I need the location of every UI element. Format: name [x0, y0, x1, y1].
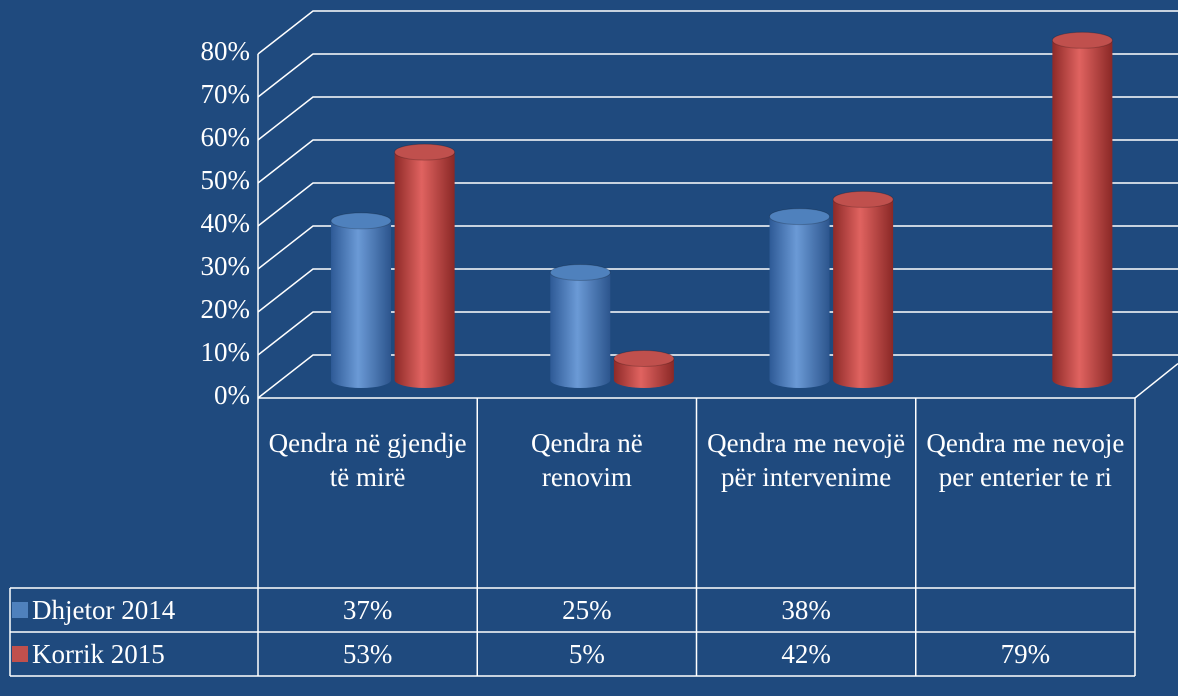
- cylinder-body: [1052, 40, 1113, 389]
- cylinder: [769, 208, 831, 388]
- cylinder: [613, 350, 675, 388]
- legend-item: Korrik 2015: [10, 632, 258, 676]
- cylinder-top: [549, 264, 611, 281]
- y-tick-label: 70%: [201, 79, 251, 109]
- legend-item: Dhjetor 2014: [10, 588, 258, 632]
- grid-line: [257, 10, 1178, 55]
- legend-swatch: [12, 602, 28, 618]
- cylinder-body: [331, 220, 392, 388]
- cylinder-top: [769, 208, 831, 226]
- data-label: 79%: [1000, 639, 1051, 669]
- grid-line: [257, 53, 1178, 98]
- y-tick-label: 20%: [201, 294, 251, 324]
- legend-label: Dhjetor 2014: [32, 595, 176, 625]
- cylinder-top: [330, 212, 392, 230]
- category-label: Qendra në gjendje të mirë: [268, 428, 467, 492]
- y-tick-label: 80%: [201, 36, 251, 66]
- data-label: 5%: [568, 639, 605, 669]
- y-tick-label: 60%: [201, 122, 251, 152]
- cylinder-body: [833, 199, 894, 388]
- y-tick-label: 50%: [201, 165, 251, 195]
- cylinder: [330, 212, 392, 388]
- grid-line: [257, 182, 1178, 227]
- floor-edge: [1134, 363, 1178, 399]
- cylinder: [1051, 31, 1113, 389]
- legend-swatch: [12, 646, 28, 662]
- cylinder-top: [613, 350, 675, 367]
- cylinder: [394, 143, 456, 388]
- legend-label: Korrik 2015: [32, 639, 165, 669]
- data-label: 25%: [562, 595, 612, 625]
- category-label: Qendra me nevojë për intervenime: [707, 428, 906, 492]
- y-tick-label: 0%: [214, 380, 250, 410]
- category-label: Qendra në renovim: [531, 428, 643, 492]
- y-tick-label: 40%: [201, 208, 251, 238]
- y-tick-label: 30%: [201, 251, 251, 281]
- cylinder-top: [394, 143, 456, 161]
- grid-line: [257, 139, 1178, 184]
- grid-line: [257, 96, 1178, 141]
- cylinder-body: [613, 358, 674, 388]
- cylinder-top: [1051, 31, 1113, 49]
- data-label: 37%: [342, 595, 393, 625]
- cylinder: [549, 264, 611, 388]
- cylinder-body: [550, 272, 611, 388]
- data-label: 38%: [781, 595, 831, 625]
- cylinder-body: [394, 152, 455, 388]
- cylinder-body: [769, 216, 830, 388]
- y-tick-label: 10%: [201, 337, 251, 367]
- cylinder-top: [832, 190, 894, 208]
- data-label: 53%: [342, 639, 393, 669]
- data-label: 42%: [781, 639, 831, 669]
- cylinder: [832, 190, 894, 388]
- category-label: Qendra me nevoje per enterier te ri: [926, 428, 1125, 492]
